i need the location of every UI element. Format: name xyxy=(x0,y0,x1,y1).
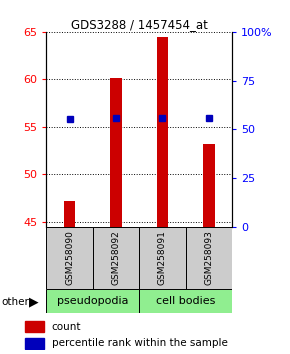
Text: cell bodies: cell bodies xyxy=(156,296,215,306)
Bar xyxy=(25,338,44,349)
Text: count: count xyxy=(52,321,81,332)
Bar xyxy=(110,78,122,227)
Text: GSM258092: GSM258092 xyxy=(111,230,121,285)
Bar xyxy=(139,289,232,313)
Text: pseudopodia: pseudopodia xyxy=(57,296,128,306)
Text: ▶: ▶ xyxy=(28,295,38,308)
Bar xyxy=(25,321,44,332)
Bar xyxy=(203,144,215,227)
Text: GSM258093: GSM258093 xyxy=(204,230,213,285)
Bar xyxy=(46,289,139,313)
Bar xyxy=(186,227,232,289)
Bar xyxy=(139,227,186,289)
Text: GSM258091: GSM258091 xyxy=(158,230,167,285)
Bar xyxy=(46,227,93,289)
Bar xyxy=(157,36,168,227)
Bar xyxy=(64,201,75,227)
Bar xyxy=(93,227,139,289)
Text: other: other xyxy=(1,297,29,307)
Text: percentile rank within the sample: percentile rank within the sample xyxy=(52,338,228,348)
Title: GDS3288 / 1457454_at: GDS3288 / 1457454_at xyxy=(71,18,208,31)
Text: GSM258090: GSM258090 xyxy=(65,230,74,285)
